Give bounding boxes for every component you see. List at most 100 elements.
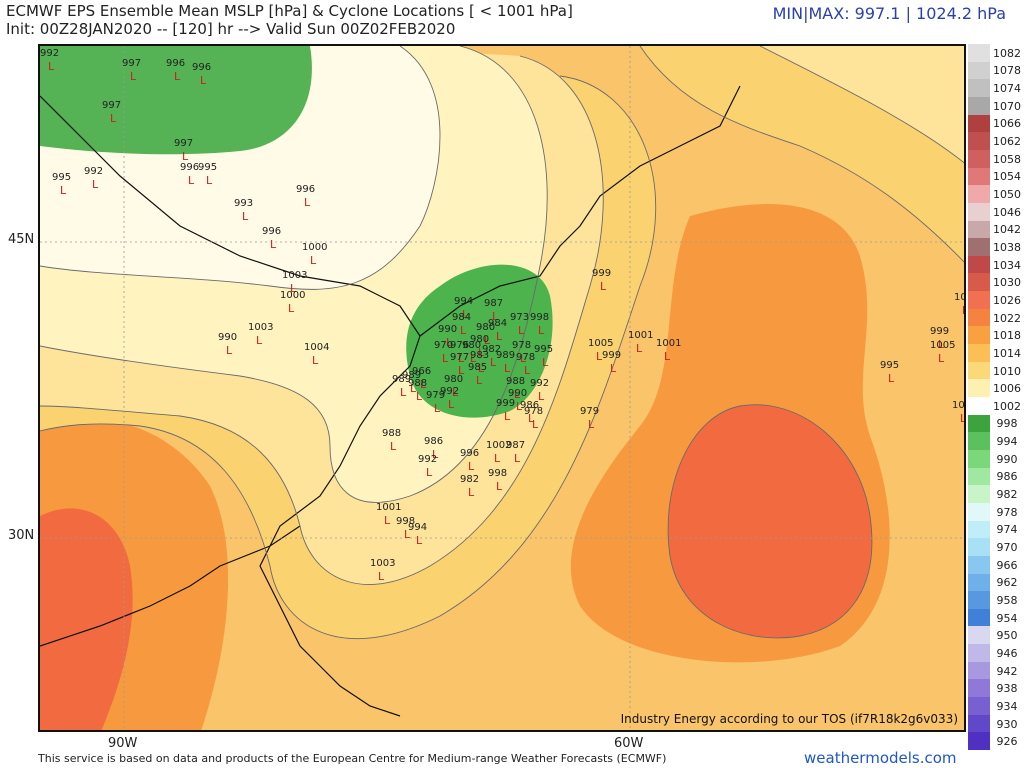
minmax-readout: MIN|MAX: 997.1 | 1024.2 hPa [772,4,1006,23]
colorbar-label: 1038 [993,240,1021,254]
cyclone-pressure-label: 999 [592,268,611,279]
colorbar-swatch [968,220,990,239]
cyclone-low-marker: L [476,374,483,387]
cyclone-pressure-label: 990 [508,388,527,399]
cyclone-low-marker: L [270,238,277,251]
cyclone-pressure-label: 980 [462,340,481,351]
cyclone-pressure-label: 994 [408,522,427,533]
colorbar-label: 1082 [993,46,1021,60]
colorbar-swatch [968,732,990,751]
cyclone-low-marker: L [60,184,67,197]
title-line-2: Init: 00Z28JAN2020 -- [120] hr --> Valid… [6,20,456,38]
cyclone-low-marker: L [416,390,423,403]
cyclone-pressure-label: 966 [412,366,431,377]
cyclone-low-marker: L [390,440,397,453]
cyclone-pressure-label: 1003 [370,558,395,569]
cyclone-pressure-label: 995 [52,172,71,183]
colorbar-label: 1046 [993,205,1021,219]
lon-label-60w: 60W [614,736,644,751]
cyclone-low-marker: L [404,528,411,541]
colorbar-label: 1022 [993,311,1021,325]
cyclone-pressure-label: 978 [512,340,531,351]
cyclone-pressure-label: 997 [102,100,121,111]
cyclone-pressure-label: 996 [180,162,199,173]
cyclone-low-marker: L [588,418,595,431]
cyclone-low-marker: L [938,352,945,365]
cyclone-pressure-label: 998 [396,516,415,527]
colorbar-label: 934 [996,699,1018,713]
brand-link[interactable]: weathermodels.com [804,749,957,767]
colorbar-swatch [968,626,990,645]
cyclone-pressure-label: 988 [408,378,427,389]
cyclone-low-marker: L [448,398,455,411]
cyclone-low-marker: L [532,418,539,431]
cyclone-low-marker: L [492,310,499,323]
colorbar-label: 974 [996,523,1018,537]
cyclone-low-marker: L [490,356,497,369]
colorbar-label: 1074 [993,82,1021,96]
colorbar-label: 1066 [993,117,1021,131]
colorbar-swatch [968,326,990,345]
colorbar-swatch [968,167,990,186]
cyclone-pressure-label: 982 [482,344,501,355]
cyclone-pressure-label: 996 [262,226,281,237]
colorbar-label: 970 [996,541,1018,555]
colorbar-swatch [968,96,990,116]
colorbar-label: 1002 [993,399,1021,413]
cyclone-low-marker: L [504,410,511,423]
cyclone-low-marker: L [312,354,319,367]
colorbar-label: 1006 [993,382,1021,396]
cyclone-pressure-label: 997 [174,138,193,149]
cyclone-low-marker: L [458,352,465,365]
cyclone-low-marker: L [442,352,449,365]
cyclone-pressure-label: 992 [418,454,437,465]
chart-title: ECMWF EPS Ensemble Mean MSLP [hPa] & Cyc… [6,2,573,38]
colorbar-swatch [968,79,990,98]
colorbar-label: 954 [996,611,1018,625]
colorbar-swatch [968,714,990,733]
cyclone-low-marker: L [516,400,523,413]
cyclone-pressure-label: 999 [930,326,949,337]
cyclone-pressure-label: 992 [440,386,459,397]
cyclone-pressure-label: 1000 [280,290,305,301]
colorbar-swatch [968,555,990,574]
cyclone-pressure-label: 992 [84,166,103,177]
cyclone-pressure-label: 992 [530,378,549,389]
cyclone-pressure-label: 976 [450,340,469,351]
cyclone-low-marker: L [468,486,475,499]
colorbar-label: 1050 [993,188,1021,202]
cyclone-pressure-label: 1003 [248,322,273,333]
colorbar-swatch [968,520,990,539]
colorbar-swatch [968,255,990,274]
cyclone-pressure-label: 979 [426,390,445,401]
cyclone-low-marker: L [432,448,439,461]
cyclone-pressure-label: 987 [506,440,525,451]
cyclone-low-marker: L [426,466,433,479]
colorbar-swatch [968,485,990,504]
cyclone-low-marker: L [400,386,407,399]
colorbar-swatch [968,361,990,380]
lat-label-45n: 45N [8,232,35,247]
cyclone-pressure-label: 1005 [930,340,955,351]
cyclone-pressure-label: 978 [516,352,535,363]
cyclone-low-marker: L [960,412,966,425]
cyclone-low-marker: L [378,570,385,583]
cyclone-pressure-label: 985 [468,362,487,373]
cyclone-low-marker: L [962,304,966,317]
cyclone-low-marker: L [600,280,607,293]
gulf-high-core [40,508,133,730]
lon-label-90w: 90W [108,736,138,751]
colorbar-swatch [968,114,990,133]
cyclone-pressure-label: 992 [40,48,59,59]
cyclone-pressure-label: 995 [198,162,217,173]
cyclone-pressure-label: 1001 [656,338,681,349]
colorbar-swatch [968,608,990,627]
colorbar-swatch [968,44,990,63]
colorbar-swatch [968,467,990,486]
colorbar-swatch [968,414,990,433]
cyclone-low-marker: L [304,196,311,209]
cyclone-pressure-label: 984 [488,318,507,329]
colorbar-swatch [968,379,990,398]
colorbar-swatch [968,291,990,310]
cyclone-low-marker: L [938,338,945,351]
